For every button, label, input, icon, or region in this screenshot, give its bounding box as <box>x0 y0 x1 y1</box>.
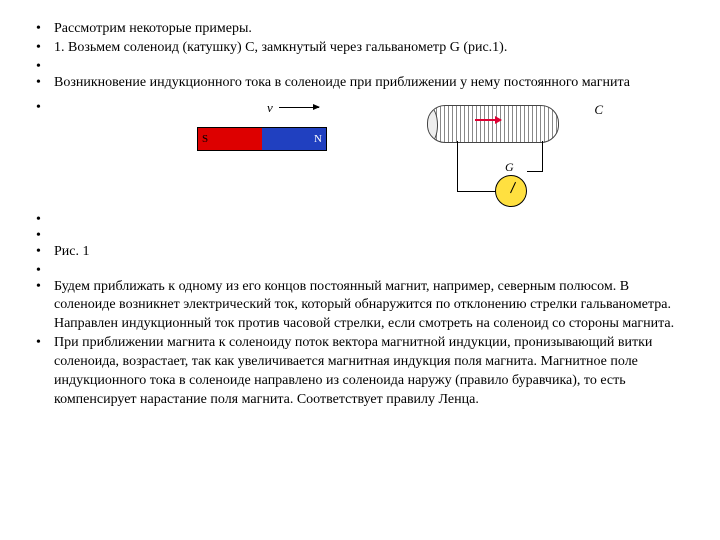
bullet-item: Возникновение индукционного тока в солен… <box>30 74 690 93</box>
bullet-item: 1. Возьмем соленоид (катушку) С, замкнут… <box>30 39 690 58</box>
bullet-text: Возникновение индукционного тока в солен… <box>54 75 630 90</box>
solenoid-coil <box>427 105 559 143</box>
bullet-item: Рис. 1 <box>30 243 690 262</box>
bullet-item-empty <box>30 211 690 227</box>
bullet-item: Будем приближать к одному из его концов … <box>30 278 690 335</box>
solenoid-block: C G <box>397 99 597 219</box>
arrow-icon <box>279 107 319 108</box>
velocity-arrow: v <box>267 99 319 117</box>
bullet-item: При приближении магнита к соленоиду пото… <box>30 334 690 410</box>
bullet-item-empty <box>30 227 690 243</box>
wire <box>457 191 497 192</box>
magnet-north: N <box>262 128 326 150</box>
galvanometer-label: G <box>505 159 514 175</box>
bullet-text: Рассмотрим некоторые примеры. <box>54 21 252 36</box>
wire <box>527 171 543 172</box>
velocity-label: v <box>267 99 273 117</box>
bullet-item-empty <box>30 58 690 74</box>
magnet-south: S <box>198 128 262 150</box>
bullet-text: Будем приближать к одному из его концов … <box>54 279 674 332</box>
wire <box>542 141 543 171</box>
bullet-item-empty: v S N C G <box>30 99 690 209</box>
magnet-block: v S N <box>147 99 357 189</box>
wire <box>457 141 458 191</box>
bar-magnet: S N <box>197 127 327 151</box>
bullet-item-empty <box>30 262 690 278</box>
galvanometer-icon <box>495 175 527 207</box>
bullet-text: При приближении магнита к соленоиду пото… <box>54 335 652 407</box>
bullet-list: Рассмотрим некоторые примеры. 1. Возьмем… <box>30 20 690 410</box>
bullet-item: Рассмотрим некоторые примеры. <box>30 20 690 39</box>
figure-1: v S N C G <box>54 99 690 209</box>
bullet-text: 1. Возьмем соленоид (катушку) С, замкнут… <box>54 40 507 55</box>
figure-caption: Рис. 1 <box>54 244 90 259</box>
solenoid-label: C <box>594 101 603 119</box>
current-arrow-icon <box>475 119 501 121</box>
